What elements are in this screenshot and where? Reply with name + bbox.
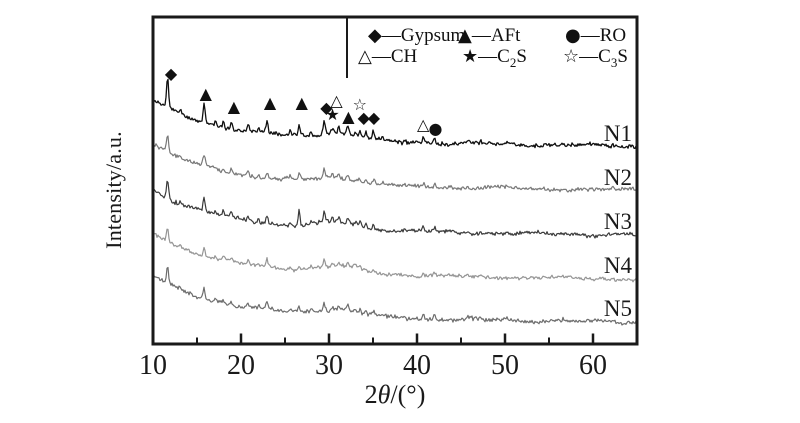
phase-marker-gypsum: ◆ <box>165 64 178 83</box>
legend-entry-ro: ●—RO <box>565 25 626 46</box>
legend-entry-gypsum: ◆—Gypsum <box>368 25 465 46</box>
phase-marker-aft: ▲ <box>200 84 213 103</box>
xrd-trace-N5 <box>154 266 636 326</box>
phase-marker-ro: ● <box>428 119 442 138</box>
legend-entry-c3s: ☆—C3S <box>563 46 628 70</box>
xrd-trace-N3 <box>154 180 636 239</box>
x-tick-label-40: 40 <box>403 350 431 381</box>
phase-marker-gypsum: ◆ <box>358 108 371 127</box>
xrd-trace-N2 <box>154 135 636 193</box>
phase-marker-aft: ▲ <box>264 93 277 112</box>
series-label-N2: N2 <box>604 165 632 190</box>
xrd-trace-N1 <box>154 78 636 150</box>
series-label-N5: N5 <box>604 296 632 321</box>
phase-marker-aft: ▲ <box>342 107 355 126</box>
xrd-trace-N4 <box>154 228 636 283</box>
x-tick-label-10: 10 <box>139 350 167 381</box>
phase-marker-c2s: ★ <box>325 105 339 124</box>
series-label-N1: N1 <box>604 121 632 146</box>
x-tick-label-50: 50 <box>491 350 519 381</box>
phase-marker-aft: ▲ <box>228 97 241 116</box>
series-label-N4: N4 <box>604 253 633 278</box>
series-label-N3: N3 <box>604 209 632 234</box>
legend-entry-ch: △—CH <box>358 46 418 67</box>
phase-marker-gypsum: ◆ <box>320 98 333 117</box>
x-axis-title: 2θ/(°) <box>365 380 426 409</box>
phase-marker-gypsum: ◆ <box>368 108 381 127</box>
phase-marker-aft: ▲ <box>296 93 309 112</box>
phase-marker-c3s: ☆ <box>353 95 367 114</box>
x-tick-label-60: 60 <box>579 350 607 381</box>
legend-entry-c2s: ★—C2S <box>462 46 527 70</box>
x-tick-label-20: 20 <box>227 350 255 381</box>
x-tick-label-30: 30 <box>315 350 343 381</box>
phase-marker-ch: △ <box>330 91 343 110</box>
trace-group <box>154 78 636 326</box>
legend-entry-aft: ▲—AFt <box>458 25 521 46</box>
plot-frame <box>151 15 639 346</box>
phase-marker-ch: △ <box>417 115 430 134</box>
